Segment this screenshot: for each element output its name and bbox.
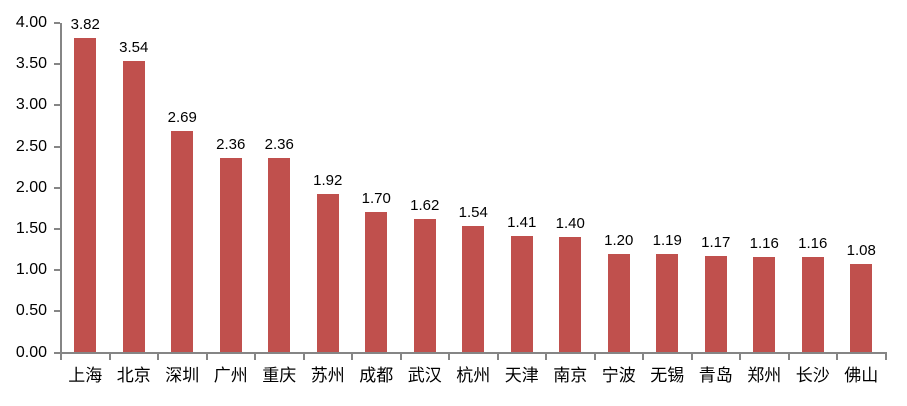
y-axis-tick <box>54 22 60 24</box>
bar-value-label: 1.17 <box>701 234 731 252</box>
bar <box>704 256 727 353</box>
bar <box>559 237 582 353</box>
x-axis-category-label: 青岛 <box>698 365 733 385</box>
bar-value-label: 1.16 <box>749 234 779 252</box>
x-axis-category-label: 重庆 <box>262 365 297 385</box>
x-axis-tick <box>836 352 838 360</box>
bar <box>607 253 630 353</box>
x-axis-category-label: 北京 <box>116 365 151 385</box>
bar <box>753 256 776 353</box>
x-axis-category-label: 深圳 <box>165 365 200 385</box>
bar <box>365 212 388 353</box>
bar <box>74 37 97 353</box>
x-axis-category-label: 苏州 <box>310 365 345 385</box>
y-axis-tick <box>54 310 60 313</box>
y-axis-tick <box>54 104 60 107</box>
x-axis-category-label: 长沙 <box>795 365 830 385</box>
x-axis-category-label: 无锡 <box>650 365 685 385</box>
x-axis-tick <box>448 352 450 360</box>
x-axis-category-label: 宁波 <box>601 365 636 385</box>
x-axis-category-label: 上海 <box>68 365 103 385</box>
y-axis-tick-label: 4.00 <box>15 14 47 31</box>
x-axis-category-label: 武汉 <box>407 365 442 385</box>
bar <box>801 256 824 353</box>
bar <box>462 225 485 353</box>
x-axis-category-label: 杭州 <box>456 365 491 385</box>
y-axis-tick <box>54 351 60 354</box>
y-axis-tick <box>54 186 60 189</box>
bar-value-label: 2.36 <box>216 136 246 154</box>
x-axis-category-label: 郑州 <box>747 365 782 385</box>
bar <box>122 60 145 353</box>
x-axis-category-label: 成都 <box>359 365 394 385</box>
x-axis-tick <box>787 352 790 360</box>
x-axis-tick <box>302 352 305 360</box>
bar <box>268 158 291 353</box>
x-axis-tick <box>351 352 353 360</box>
bar <box>510 236 533 353</box>
x-axis-tick <box>157 352 159 360</box>
bar-value-label: 1.40 <box>555 215 585 233</box>
bar-value-label: 1.54 <box>458 203 488 221</box>
x-axis-category-label: 天津 <box>504 365 539 385</box>
bar-value-label: 3.54 <box>119 38 149 56</box>
x-axis-tick <box>254 352 256 360</box>
y-axis-line <box>60 23 62 360</box>
bar <box>656 254 679 353</box>
bar-value-label: 1.19 <box>652 232 682 250</box>
bar <box>316 194 339 353</box>
y-axis-tick-label: 0.00 <box>15 343 47 361</box>
bar-value-label: 1.62 <box>410 197 440 215</box>
y-axis-tick-label: 3.50 <box>15 55 47 73</box>
bar-value-label: 1.70 <box>361 190 391 208</box>
bar <box>850 263 873 353</box>
bar-value-label: 2.36 <box>264 136 294 154</box>
y-axis-tick-label: 2.00 <box>15 178 47 196</box>
x-axis-tick <box>642 352 644 360</box>
x-axis-tick <box>739 352 741 360</box>
y-axis-tick <box>54 227 60 230</box>
bar <box>413 219 436 353</box>
bar-value-label: 2.69 <box>167 108 197 126</box>
bar-value-label: 1.16 <box>798 234 828 252</box>
y-axis-tick-label: 1.50 <box>15 219 47 237</box>
x-axis-tick <box>399 352 402 360</box>
x-axis-category-label: 广州 <box>213 365 248 385</box>
y-axis-tick <box>54 63 60 66</box>
x-axis-tick <box>205 352 208 360</box>
x-axis-line <box>60 351 887 354</box>
x-axis-tick <box>108 352 111 360</box>
x-axis-tick <box>545 352 547 360</box>
x-axis-tick <box>690 352 693 360</box>
bar-value-label: 1.92 <box>313 172 343 190</box>
x-axis-tick <box>60 352 62 360</box>
x-axis-category-label: 南京 <box>553 365 588 385</box>
y-axis-tick-label: 1.00 <box>15 261 47 279</box>
y-axis-tick-label: 2.50 <box>15 137 47 155</box>
bar-value-label: 1.08 <box>846 241 876 259</box>
x-axis-tick <box>593 352 596 360</box>
bar-value-label: 3.82 <box>70 15 100 33</box>
bar-value-label: 1.20 <box>604 231 634 249</box>
x-axis-category-label: 佛山 <box>844 365 879 385</box>
bar-value-label: 1.41 <box>507 214 537 232</box>
y-axis-tick-label: 0.50 <box>15 302 47 320</box>
bar <box>171 130 194 353</box>
bar <box>219 158 242 353</box>
y-axis-tick-label: 3.00 <box>15 96 47 114</box>
y-axis-tick <box>54 145 60 148</box>
y-axis-tick <box>54 269 60 272</box>
x-axis-tick <box>884 352 887 360</box>
x-axis-tick <box>496 352 499 360</box>
